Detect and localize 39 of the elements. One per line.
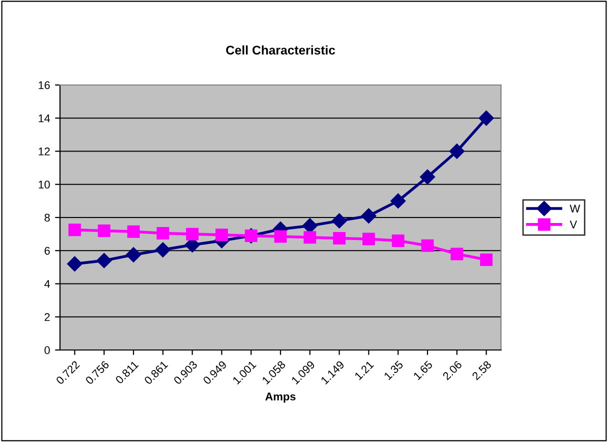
point — [361, 208, 376, 224]
point — [156, 226, 170, 240]
point — [68, 224, 81, 236]
point — [333, 232, 346, 244]
y-tick-label: 12 — [38, 148, 50, 156]
point — [420, 169, 436, 184]
point — [362, 232, 375, 246]
point — [126, 247, 142, 262]
chart-title: Cell Characteristic — [226, 45, 336, 55]
x-tick-label: 1.21 — [354, 360, 374, 380]
point — [96, 252, 112, 268]
y-tick-label: 6 — [44, 246, 50, 255]
point — [421, 239, 434, 252]
point — [304, 231, 316, 244]
point — [302, 218, 318, 234]
y-tick-label: 2 — [44, 313, 50, 321]
point — [480, 253, 493, 266]
legend-label: V — [570, 220, 578, 228]
point — [186, 228, 199, 240]
point — [274, 230, 287, 243]
y-tick-label: 4 — [44, 280, 50, 288]
point — [127, 225, 140, 238]
point — [67, 256, 82, 272]
point — [392, 234, 404, 247]
y-tick-label: 10 — [38, 180, 50, 189]
point — [449, 144, 464, 159]
point — [450, 248, 464, 260]
point — [478, 110, 494, 126]
point — [215, 228, 228, 242]
y-tick-label: 16 — [38, 81, 50, 90]
y-tick-label: 14 — [38, 114, 50, 122]
x-axis-title: Amps — [265, 392, 296, 403]
point — [390, 193, 406, 209]
y-tick-label: 8 — [44, 214, 50, 222]
point — [155, 242, 170, 258]
y-tick-label: 0 — [44, 346, 50, 354]
point — [98, 224, 110, 237]
point — [332, 213, 347, 228]
legend-label: W — [570, 204, 580, 212]
